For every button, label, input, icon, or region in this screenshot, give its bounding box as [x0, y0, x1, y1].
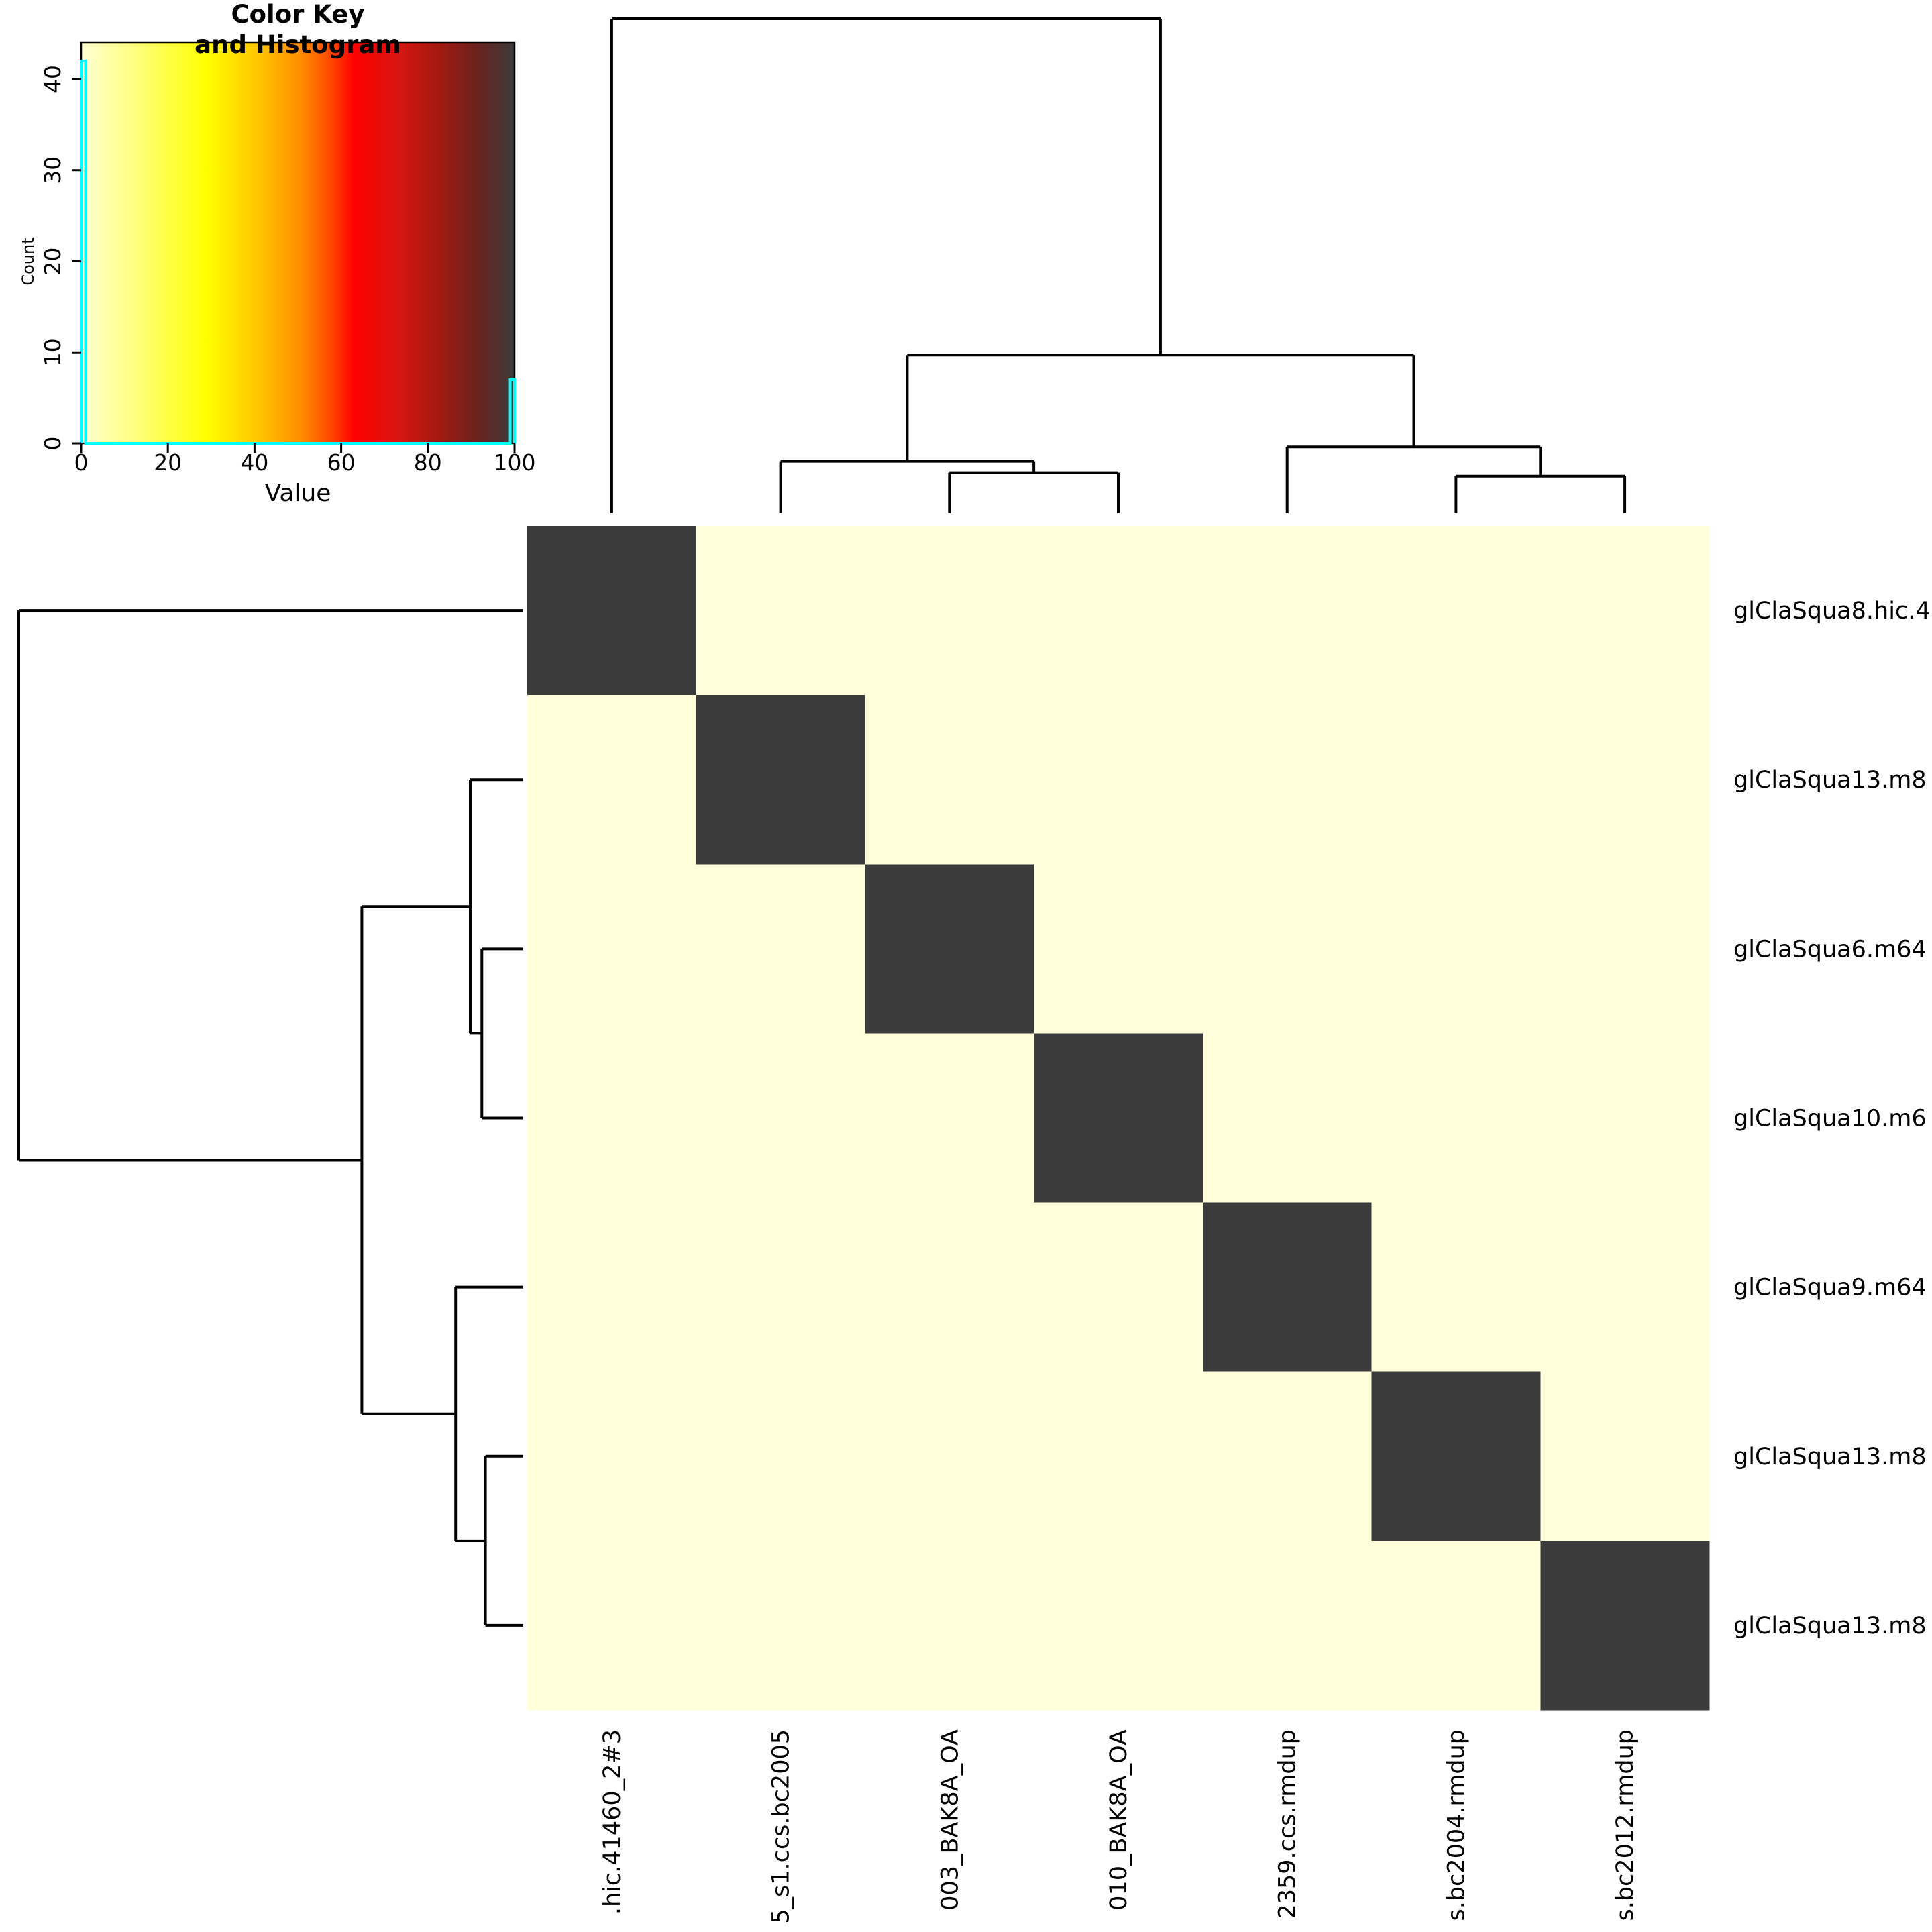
- heatmap-cell: [1371, 1371, 1541, 1542]
- row-label: glClaSqua13.m8: [1733, 1444, 1927, 1470]
- color-key-histogram-trace: [80, 59, 516, 445]
- color-key-xlabel: Value: [265, 480, 331, 507]
- heatmap-cell: [1371, 1540, 1541, 1711]
- x-tick-label: 100: [494, 449, 536, 476]
- heatmap-cell: [865, 864, 1034, 1034]
- column-label: 003_BAK8A_OA: [936, 1729, 963, 1911]
- y-tick-label: 40: [40, 65, 66, 93]
- heatmap-cell: [1540, 864, 1710, 1034]
- heatmap-cell: [527, 526, 697, 696]
- heatmap-cell: [865, 1033, 1034, 1203]
- color-key-title-line2: and Histogram: [195, 30, 401, 59]
- heatmap-cell: [696, 1033, 865, 1203]
- y-tick-label: 30: [40, 156, 66, 184]
- heatmap-cell: [1202, 864, 1373, 1034]
- x-tick-label: 40: [240, 449, 268, 476]
- heatmap-cell: [1540, 1202, 1710, 1373]
- color-key-ylabel: Count: [19, 237, 38, 285]
- heatmap-cell: [1202, 695, 1373, 865]
- color-key-x-axis: 0 20 40 60 80 100: [74, 443, 536, 476]
- column-label: s.bc2012.rmdup: [1612, 1729, 1639, 1921]
- heatmap-cell: [1540, 1540, 1710, 1711]
- heatmap-cell: [696, 526, 865, 696]
- heatmap-cell: [1034, 695, 1203, 865]
- column-label: 010_BAK8A_OA: [1106, 1729, 1132, 1911]
- column-dendrogram: [610, 17, 1627, 513]
- color-key-y-axis: 0 10 20 30 40: [40, 65, 81, 451]
- column-label: 2359.ccs.rmdup: [1275, 1729, 1301, 1919]
- heatmap-cell: [696, 1540, 865, 1711]
- column-label: .hic.41460_2#3: [599, 1729, 626, 1915]
- heatmap-cell: [1540, 1033, 1710, 1203]
- y-tick-label: 20: [40, 248, 66, 276]
- y-tick-label: 10: [40, 338, 66, 366]
- row-label: glClaSqua13.m8: [1733, 1613, 1927, 1640]
- heatmap-cell: [1202, 1540, 1373, 1711]
- row-label: glClaSqua10.m6: [1733, 1106, 1927, 1132]
- heatmap-cell: [527, 864, 697, 1034]
- row-labels: glClaSqua8.hic.4 glClaSqua13.m8 glClaSqua6…: [1733, 598, 1931, 1640]
- heatmap-cell: [696, 1371, 865, 1542]
- heatmap-cell: [1371, 526, 1541, 696]
- y-tick-label: 0: [40, 437, 66, 451]
- heatmap-cell: [1202, 1033, 1373, 1203]
- heatmap-cell: [1034, 1371, 1203, 1542]
- heatmap-cell: [1202, 1202, 1373, 1373]
- heatmap-cell: [696, 1202, 865, 1373]
- x-tick-label: 60: [327, 449, 356, 476]
- heatmap-cell: [1202, 1371, 1373, 1542]
- column-labels: .hic.41460_2#3 5_s1.ccs.bc2005 003_BAK8A_O…: [599, 1729, 1639, 1924]
- heatmap-cell: [865, 1371, 1034, 1542]
- heatmap-cell: [1540, 695, 1710, 865]
- heatmap-cell: [1371, 864, 1541, 1034]
- heatmap-cell: [865, 695, 1034, 865]
- heatmap-cell: [527, 1371, 697, 1542]
- row-label: glClaSqua13.m8: [1733, 767, 1927, 794]
- heatmap-cell: [1034, 864, 1203, 1034]
- heatmap-cell: [865, 526, 1034, 696]
- heatmap-cell: [1202, 526, 1373, 696]
- heatmap-cell: [527, 1202, 697, 1373]
- column-label: 5_s1.ccs.bc2005: [768, 1729, 795, 1924]
- heatmap-cell: [1371, 1202, 1541, 1373]
- row-label: glClaSqua9.m64: [1733, 1275, 1927, 1301]
- x-tick-label: 20: [154, 449, 182, 476]
- x-tick-label: 0: [74, 449, 89, 476]
- row-dendrogram: [17, 609, 523, 1627]
- heatmap-cell: [527, 1033, 697, 1203]
- heatmap-cell: [1371, 1033, 1541, 1203]
- x-tick-label: 80: [414, 449, 442, 476]
- heatmap-cell: [1034, 1202, 1203, 1373]
- heatmap-cell: [1034, 526, 1203, 696]
- heatmap-cell: [696, 695, 865, 865]
- color-key-gradient: [80, 41, 516, 445]
- heatmap-cell: [1540, 1371, 1710, 1542]
- heatmap-cell: [696, 864, 865, 1034]
- row-label: glClaSqua6.m64: [1733, 936, 1927, 963]
- row-label: glClaSqua8.hic.4: [1733, 598, 1931, 625]
- heatmap-cell: [527, 1540, 697, 1711]
- color-key: 0 20 40 60 80 100 0 10 20 30 40 Color Key and His…: [19, 0, 536, 507]
- heatmap-cell: [1034, 1540, 1203, 1711]
- color-key-title-line1: Color Key: [231, 0, 364, 29]
- heatmap-cell: [527, 695, 697, 865]
- heatmap-cell: [865, 1540, 1034, 1711]
- column-label: s.bc2004.rmdup: [1443, 1729, 1470, 1921]
- heatmap-cell: [1371, 695, 1541, 865]
- heatmap-cell: [865, 1202, 1034, 1373]
- heatmap-matrix: [527, 526, 1710, 1711]
- heatmap-cell: [1540, 526, 1710, 696]
- heatmap-cell: [1034, 1033, 1203, 1203]
